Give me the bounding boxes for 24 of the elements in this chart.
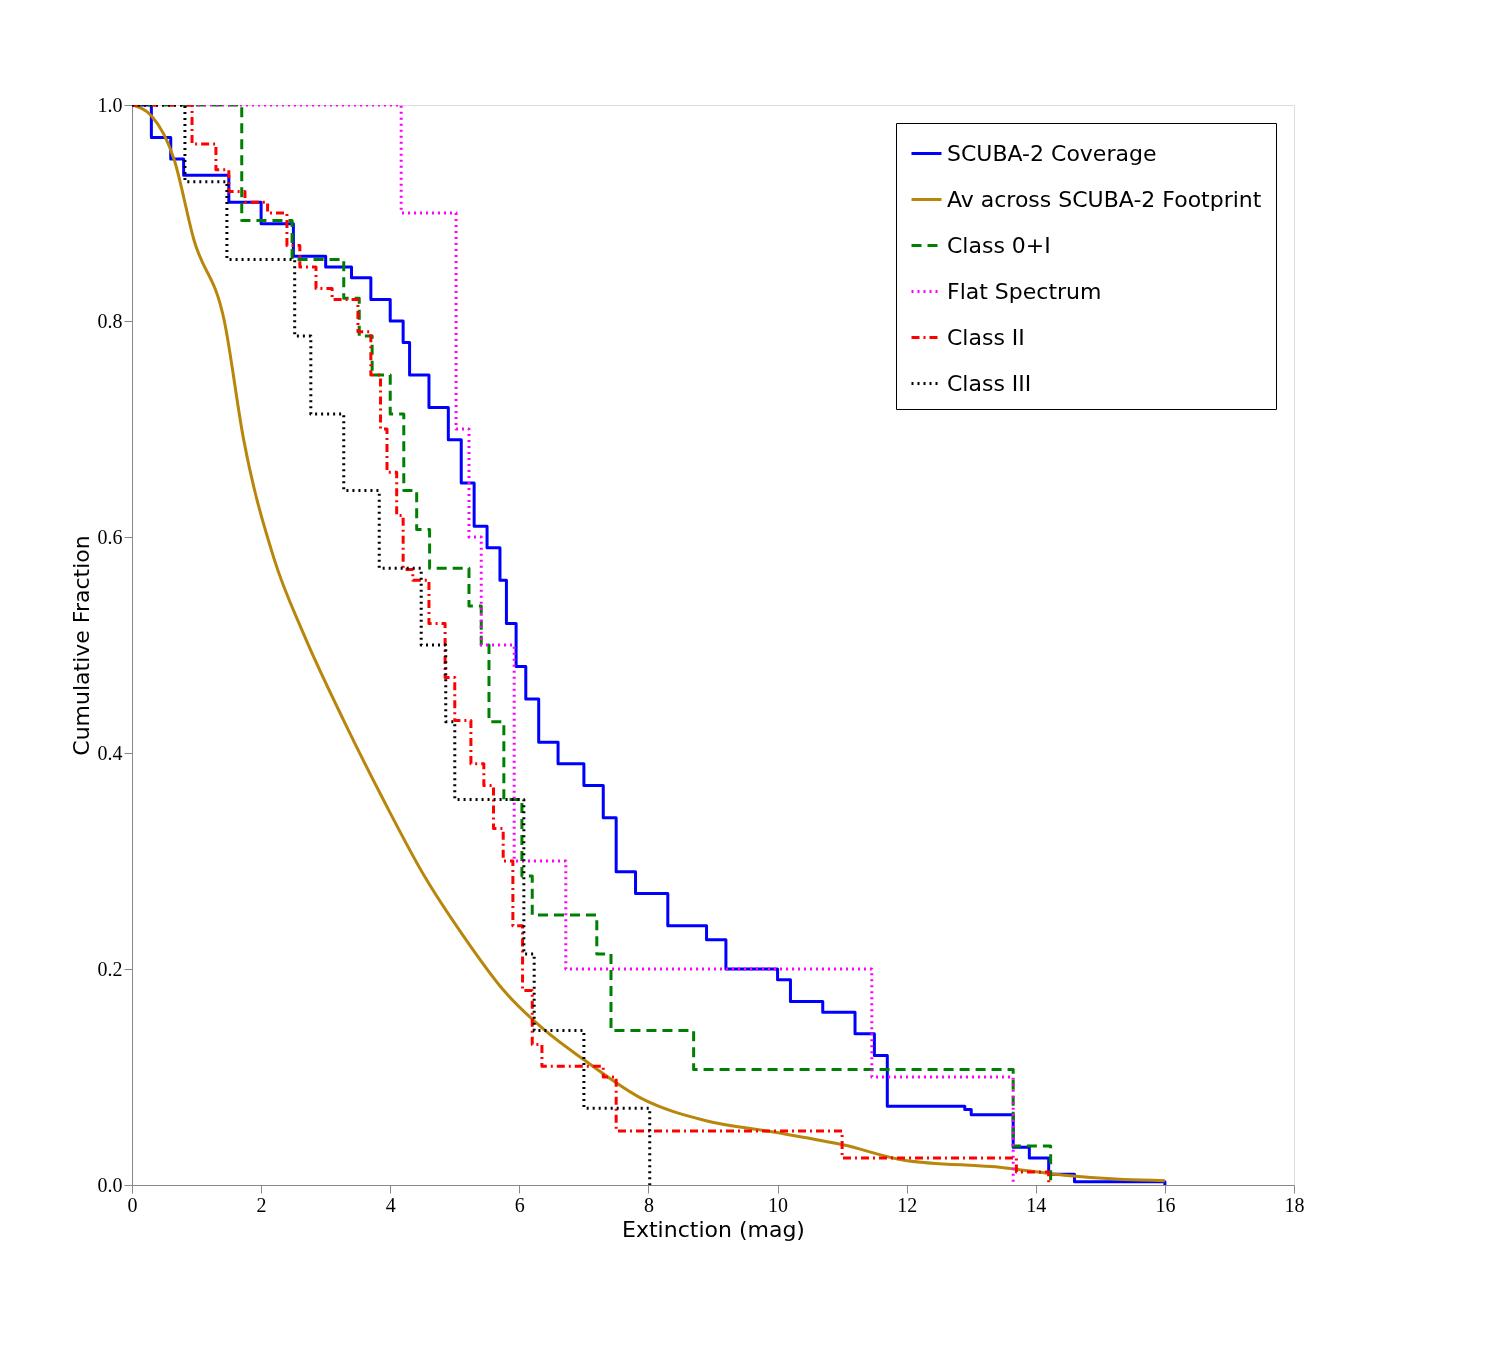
x-tick-label: 18 bbox=[1284, 1193, 1305, 1216]
x-tick-label: 16 bbox=[1155, 1193, 1176, 1216]
y-tick-label: 0.4 bbox=[97, 741, 123, 764]
y-tick-label: 0.2 bbox=[97, 957, 123, 980]
x-tick-label: 12 bbox=[897, 1193, 918, 1216]
x-tick-label: 6 bbox=[514, 1193, 525, 1216]
legend-label: Class 0+I bbox=[947, 232, 1051, 258]
x-tick-label: 14 bbox=[1026, 1193, 1047, 1216]
y-tick-label: 0.0 bbox=[97, 1173, 123, 1196]
y-axis-title: Cumulative Fraction bbox=[68, 535, 94, 756]
y-tick-label: 1.0 bbox=[97, 93, 123, 116]
legend-label: Class II bbox=[947, 324, 1025, 350]
y-tick-label: 0.8 bbox=[97, 309, 123, 332]
x-tick-label: 0 bbox=[127, 1193, 138, 1216]
legend-label: Av across SCUBA-2 Footprint bbox=[947, 186, 1262, 212]
y-tick-label: 0.6 bbox=[97, 525, 123, 548]
legend-label: Flat Spectrum bbox=[947, 278, 1102, 304]
legend-label: SCUBA-2 Coverage bbox=[947, 140, 1157, 166]
x-tick-label: 8 bbox=[643, 1193, 654, 1216]
legend-label: Class III bbox=[947, 370, 1032, 396]
x-tick-label: 2 bbox=[256, 1193, 267, 1216]
x-tick-label: 10 bbox=[768, 1193, 789, 1216]
x-axis-title: Extinction (mag) bbox=[622, 1216, 805, 1242]
x-tick-label: 4 bbox=[385, 1193, 396, 1216]
